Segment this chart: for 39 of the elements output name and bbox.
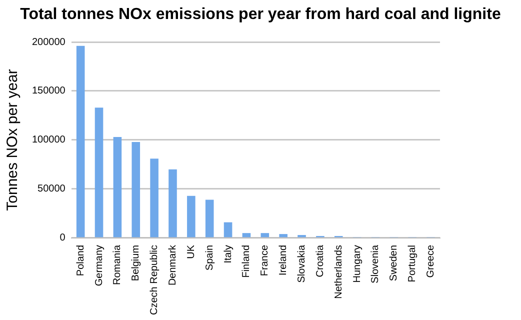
x-tick-label: Belgium: [130, 244, 142, 282]
bar: [260, 233, 270, 238]
chart-title: Total tonnes NOx emissions per year from hard coal and lignite: [19, 6, 502, 24]
y-tick-label: 50000: [38, 184, 66, 195]
bar: [187, 196, 196, 238]
bar: [168, 169, 177, 238]
x-tick-label: Portugal: [407, 244, 418, 282]
x-tick-label: Spain: [204, 244, 216, 271]
x-tick-label: Croatia: [314, 244, 326, 278]
x-tick-label: France: [260, 244, 271, 276]
bar: [242, 233, 251, 238]
bar: [132, 142, 140, 238]
bar: [150, 158, 158, 238]
x-tick-label: Denmark: [167, 244, 178, 286]
x-tick-label: Ireland: [278, 244, 290, 276]
x-tick-label: Sweden: [388, 244, 400, 282]
x-tick-label: Finland: [241, 244, 252, 278]
x-tick-label: Hungary: [352, 244, 363, 283]
bar: [113, 137, 122, 238]
x-tick-label: Czech Republic: [149, 244, 160, 316]
y-tick-label: 200000: [32, 36, 66, 48]
x-tick-label: Netherlands: [333, 244, 344, 299]
y-tick-label: 150000: [32, 86, 66, 97]
x-tick-label: Slovenia: [370, 244, 382, 284]
y-tick-label: 100000: [32, 134, 66, 146]
x-tick-label: Slovakia: [296, 244, 308, 283]
bar: [279, 234, 288, 238]
y-axis-title: Tonnes NOx per year: [4, 69, 22, 211]
x-tick-label: Greece: [426, 244, 437, 278]
x-tick-label: Germany: [94, 244, 105, 286]
x-tick-label: Romania: [112, 244, 124, 285]
bar: [94, 108, 104, 238]
x-tick-label: UK: [186, 244, 197, 259]
y-tick-label: 0: [60, 232, 66, 244]
bar: [224, 222, 232, 238]
x-tick-label: Italy: [222, 244, 234, 264]
bar: [76, 46, 85, 238]
x-tick-label: Poland: [75, 244, 86, 276]
bar: [205, 200, 214, 238]
